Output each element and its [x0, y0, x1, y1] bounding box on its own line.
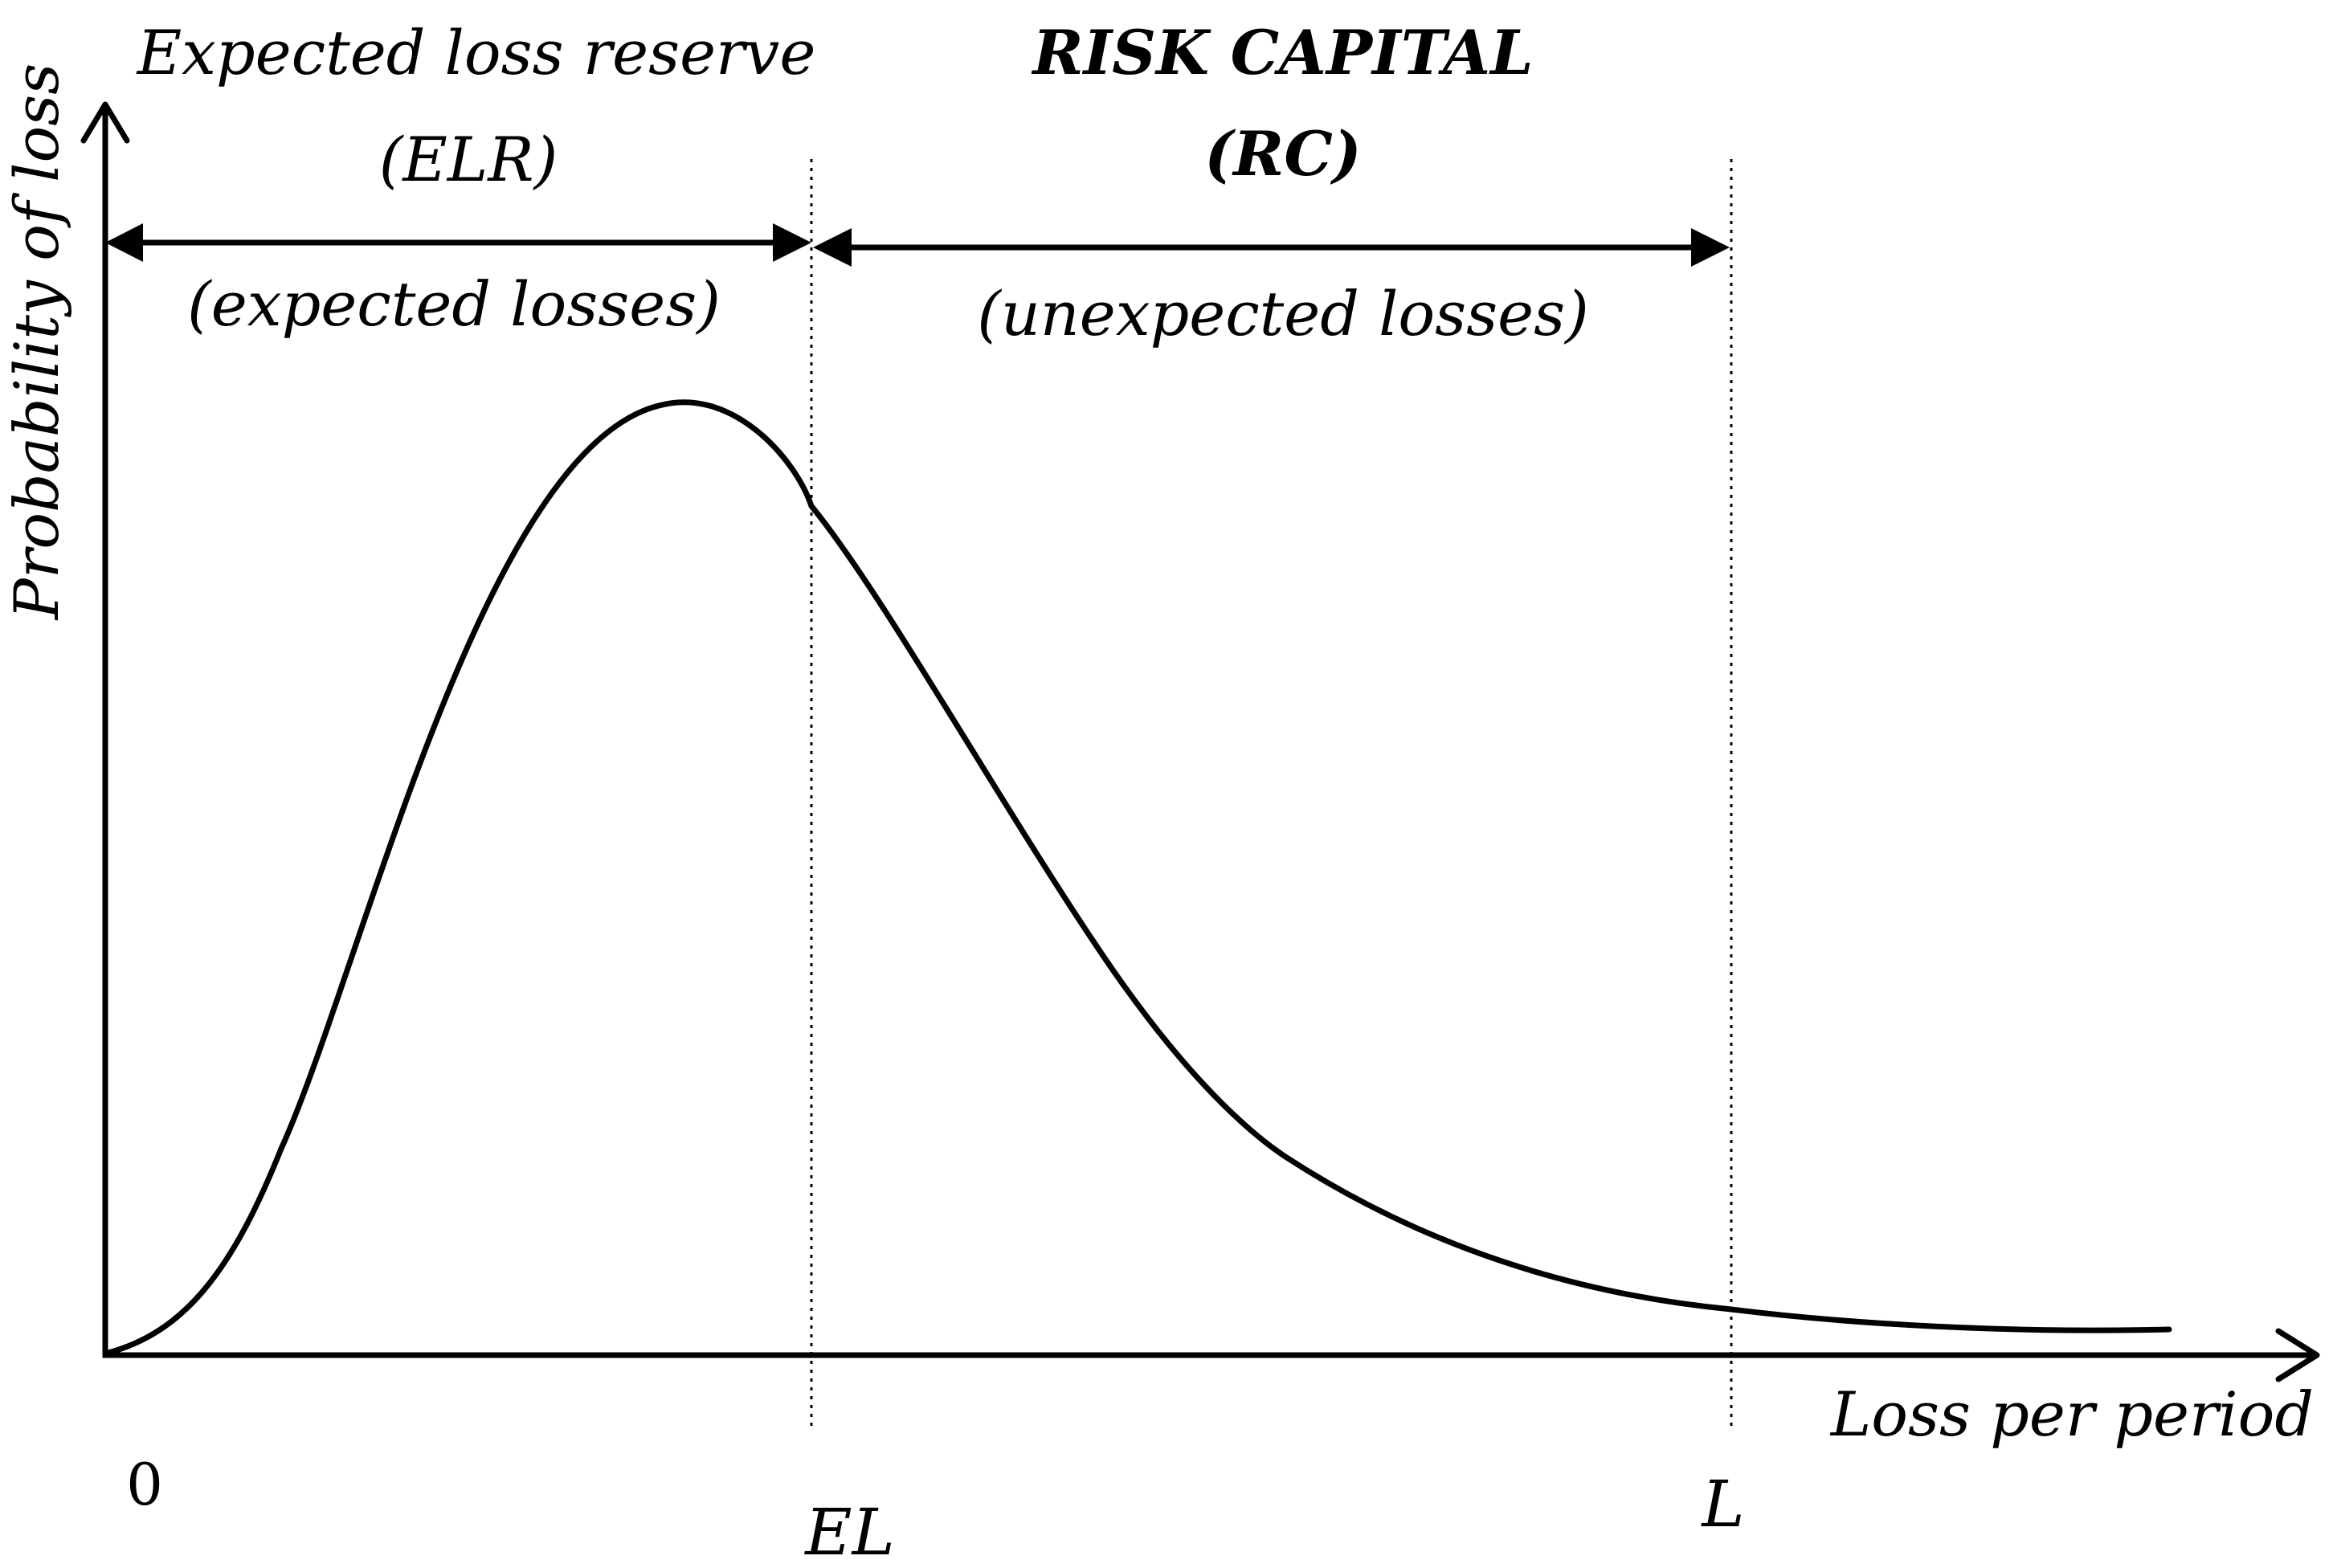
rc-arrow-right-head [1691, 228, 1730, 267]
l-marker-label: L [1700, 1467, 1744, 1541]
loss-distribution-curve [102, 399, 2172, 1357]
elr-abbrev: (ELR) [379, 124, 558, 195]
rc-subtitle: (unexpected losses) [977, 278, 1589, 349]
el-marker-label: EL [803, 1495, 895, 1568]
rc-arrow-left-head [813, 228, 852, 267]
y-axis-label: Probability of loss [1, 63, 72, 622]
y-axis-arrowhead [80, 101, 130, 144]
elr-arrow-left-head [105, 223, 143, 262]
rc-abbrev: (RC) [1204, 118, 1362, 190]
elr-subtitle: (expected losses) [187, 268, 721, 340]
rc-title: RISK CAPITAL [1031, 17, 1533, 88]
x-axis-arrowhead [2275, 1328, 2320, 1382]
elr-arrow-right-head [773, 223, 811, 262]
elr-title: Expected loss reserve [136, 17, 816, 88]
x-axis-label: Loss per period [1829, 1378, 2314, 1450]
origin-label: 0 [126, 1451, 163, 1518]
